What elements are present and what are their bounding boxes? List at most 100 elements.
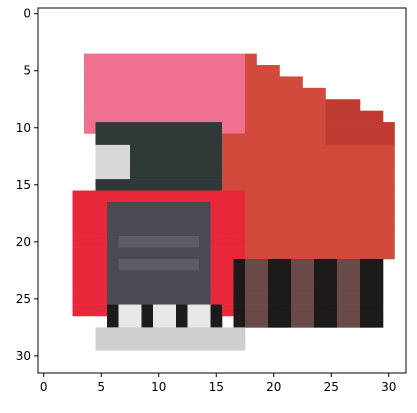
image-pixel (210, 327, 223, 340)
image-pixel (314, 87, 326, 100)
image-pixel (256, 236, 269, 248)
image-pixel (118, 247, 131, 260)
image-pixel (130, 270, 142, 283)
image-pixel (360, 304, 372, 317)
image-pixel (268, 65, 280, 77)
image-pixel (176, 87, 188, 100)
image-pixel (107, 327, 119, 340)
image-pixel (222, 99, 234, 111)
image-pixel (187, 338, 200, 351)
image-pixel (325, 110, 338, 123)
image-pixel (130, 110, 142, 123)
image-pixel (314, 281, 326, 294)
image-pixel (360, 270, 372, 283)
image-pixel (95, 76, 108, 89)
image-pixel (187, 144, 200, 157)
image-pixel (130, 179, 142, 191)
image-pixel (279, 304, 292, 317)
image-pixel (233, 236, 246, 248)
image-pixel (245, 110, 257, 123)
image-pixel (199, 133, 211, 146)
image-pixel (210, 53, 223, 66)
image-pixel (176, 53, 188, 66)
image-pixel (118, 133, 131, 146)
image-pixel (187, 110, 200, 123)
image-pixel (95, 133, 108, 146)
image-pixel (107, 247, 119, 260)
image-pixel (279, 133, 292, 146)
image-pixel (164, 122, 177, 134)
image-pixel (95, 167, 108, 180)
image-pixel (153, 99, 165, 111)
image-pixel (383, 236, 395, 248)
image-pixel (141, 224, 154, 237)
image-pixel (222, 258, 234, 271)
image-pixel (256, 315, 269, 328)
image-pixel (199, 201, 211, 214)
image-pixel (245, 304, 257, 317)
image-pixel (187, 236, 200, 248)
image-pixel (337, 224, 349, 237)
image-pixel (337, 110, 349, 123)
image-pixel (348, 201, 361, 214)
image-pixel (268, 179, 280, 191)
image-pixel (164, 76, 177, 89)
image-pixel (153, 338, 165, 351)
image-pixel (118, 190, 131, 203)
image-pixel (107, 53, 119, 66)
image-pixel (245, 281, 257, 294)
image-pixel (314, 293, 326, 305)
image-pixel (107, 201, 119, 214)
image-pixel (210, 133, 223, 146)
image-pixel (245, 247, 257, 260)
image-pixel (107, 122, 119, 134)
image-pixel (118, 224, 131, 237)
image-pixel (348, 213, 361, 226)
image-pixel (95, 304, 108, 317)
image-pixel (107, 76, 119, 89)
x-tick-label: 5 (97, 380, 105, 394)
image-pixel (256, 65, 269, 77)
image-pixel (302, 293, 315, 305)
image-pixel (153, 87, 165, 100)
image-pixel (199, 327, 211, 340)
image-pixel (222, 179, 234, 191)
image-pixel (95, 190, 108, 203)
image-pixel (199, 76, 211, 89)
image-pixel (371, 156, 384, 168)
image-pixel (164, 315, 177, 328)
image-pixel (118, 293, 131, 305)
image-pixel (210, 99, 223, 111)
image-pixel (233, 65, 246, 77)
image-pixel (222, 338, 234, 351)
image-pixel (164, 201, 177, 214)
image-pixel (279, 213, 292, 226)
image-pixel (268, 315, 280, 328)
image-pixel (337, 281, 349, 294)
image-pixel (279, 99, 292, 111)
image-pixel (210, 76, 223, 89)
image-pixel (107, 304, 119, 317)
image-pixel (360, 315, 372, 328)
image-pixel (118, 144, 131, 157)
image-pixel (210, 156, 223, 168)
image-pixel (187, 190, 200, 203)
image-pixel (187, 65, 200, 77)
image-pixel (325, 247, 338, 260)
image-pixel (268, 110, 280, 123)
image-pixel (291, 190, 303, 203)
image-pixel (337, 99, 349, 111)
image-pixel (153, 224, 165, 237)
image-pixel (314, 133, 326, 146)
image-pixel (130, 87, 142, 100)
x-tick-label: 25 (324, 380, 339, 394)
image-pixel (302, 122, 315, 134)
image-pixel (279, 87, 292, 100)
image-pixel (279, 144, 292, 157)
image-pixel (233, 201, 246, 214)
image-pixel (153, 236, 165, 248)
image-pixel (176, 258, 188, 271)
image-pixel (279, 201, 292, 214)
image-pixel (95, 179, 108, 191)
image-pixel (371, 167, 384, 180)
